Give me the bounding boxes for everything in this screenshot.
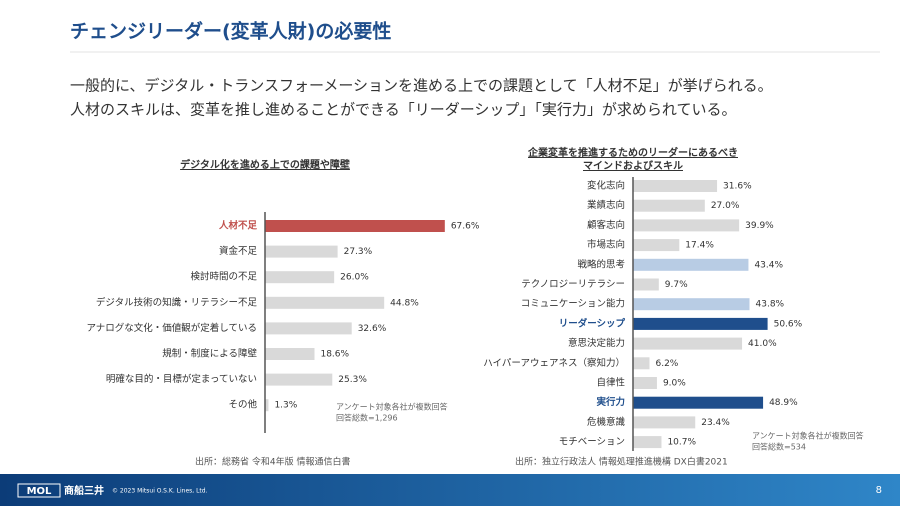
company-name: 商船三井 <box>64 484 104 497</box>
bar <box>633 416 696 429</box>
bar <box>265 399 269 412</box>
body-text: 一般的に、デジタル・トランスフォーメーションを進める上での課題として「人材不足」… <box>70 77 773 95</box>
value-label: 27.0% <box>711 201 740 211</box>
bar <box>265 322 352 335</box>
value-label: 6.2% <box>655 359 678 369</box>
bar <box>633 396 764 409</box>
logo-box <box>17 483 61 498</box>
value-label: 50.6% <box>774 319 803 329</box>
logo: MOL <box>27 486 52 497</box>
value-label: 1.3% <box>274 401 297 411</box>
bar <box>265 245 338 258</box>
chart-title: 企業変革を推進するためのリーダーにあるべき <box>527 146 738 159</box>
bar <box>265 296 385 309</box>
source: 出所：独立行政法人 情報処理推進機構 DX白書2021 <box>515 456 728 468</box>
note: 回答総数=1,296 <box>336 413 398 423</box>
category-label: アナログな文化・価値観が定着している <box>86 322 257 334</box>
value-label: 48.9% <box>769 398 798 408</box>
value-label: 10.7% <box>667 438 696 448</box>
value-label: 9.0% <box>663 379 686 389</box>
category-label: リーダーシップ <box>559 317 626 329</box>
category-label: 自律性 <box>596 377 625 389</box>
category-label: 意思決定能力 <box>568 337 625 349</box>
value-label: 17.4% <box>685 241 714 251</box>
note: 回答総数=534 <box>752 442 806 452</box>
bar <box>633 199 705 212</box>
value-label: 43.8% <box>756 300 785 310</box>
category-label: 検討時間の不足 <box>190 271 257 283</box>
value-label: 43.4% <box>754 260 783 270</box>
category-label: 戦略的思考 <box>577 258 625 270</box>
chart-title: デジタル化を進める上での課題や障壁 <box>180 158 350 171</box>
bar <box>633 239 680 252</box>
category-label: 顧客志向 <box>587 219 625 231</box>
note: アンケート対象各社が複数回答 <box>752 431 864 441</box>
value-label: 23.4% <box>701 418 730 428</box>
category-label: その他 <box>228 399 257 411</box>
category-label: テクノロジーリテラシー <box>521 279 625 290</box>
bar <box>633 377 657 389</box>
bar <box>265 271 335 284</box>
copyright: © 2023 Mitsui O.S.K. Lines, Ltd. <box>112 488 208 495</box>
category-label: 市場志向 <box>587 239 625 251</box>
value-label: 39.9% <box>745 221 774 231</box>
category-label: ハイパーアウェアネス（察知力） <box>483 357 625 369</box>
bar <box>633 278 659 291</box>
bar <box>265 348 315 360</box>
category-label: デジタル技術の知識・リテラシー不足 <box>96 296 258 308</box>
category-label: 業績志向 <box>587 199 625 211</box>
category-label: 危機意識 <box>587 416 626 428</box>
category-label: 人材不足 <box>219 220 258 232</box>
category-label: 変化志向 <box>587 180 625 192</box>
value-label: 25.3% <box>338 375 367 385</box>
body-text: 人材のスキルは、変革を推し進めることができる「リーダーシップ」「実行力」が求めら… <box>70 101 736 119</box>
value-label: 9.7% <box>665 280 688 290</box>
slide-title: チェンジリーダー(変革人財)の必要性 <box>70 20 391 43</box>
value-label: 32.6% <box>358 324 387 334</box>
category-label: 実行力 <box>596 396 625 408</box>
bar <box>265 373 333 386</box>
value-label: 26.0% <box>340 273 369 283</box>
value-label: 27.3% <box>344 247 373 257</box>
bar <box>633 219 740 232</box>
value-label: 31.6% <box>723 182 752 192</box>
chart-title: マインドおよびスキル <box>583 159 683 172</box>
bar <box>633 298 750 311</box>
value-label: 67.6% <box>451 222 480 232</box>
bar <box>633 436 662 449</box>
bar <box>633 258 749 271</box>
value-label: 18.6% <box>320 350 349 360</box>
category-label: 資金不足 <box>219 245 258 257</box>
category-label: モチベーション <box>559 437 625 448</box>
bar <box>633 357 650 370</box>
footer-band <box>0 474 900 506</box>
value-label: 44.8% <box>390 298 419 308</box>
bar <box>265 220 445 232</box>
category-label: コミュニケーション能力 <box>521 298 625 310</box>
bar <box>633 180 718 192</box>
page-number: 8 <box>876 485 882 496</box>
source: 出所：総務省 令和4年版 情報通信白書 <box>195 456 350 468</box>
bar <box>633 337 743 350</box>
category-label: 明確な目的・目標が定まっていない <box>106 373 257 385</box>
category-label: 規制・制度による障壁 <box>162 348 257 360</box>
note: アンケート対象各社が複数回答 <box>336 402 448 412</box>
value-label: 41.0% <box>748 339 777 349</box>
bar <box>633 317 768 330</box>
